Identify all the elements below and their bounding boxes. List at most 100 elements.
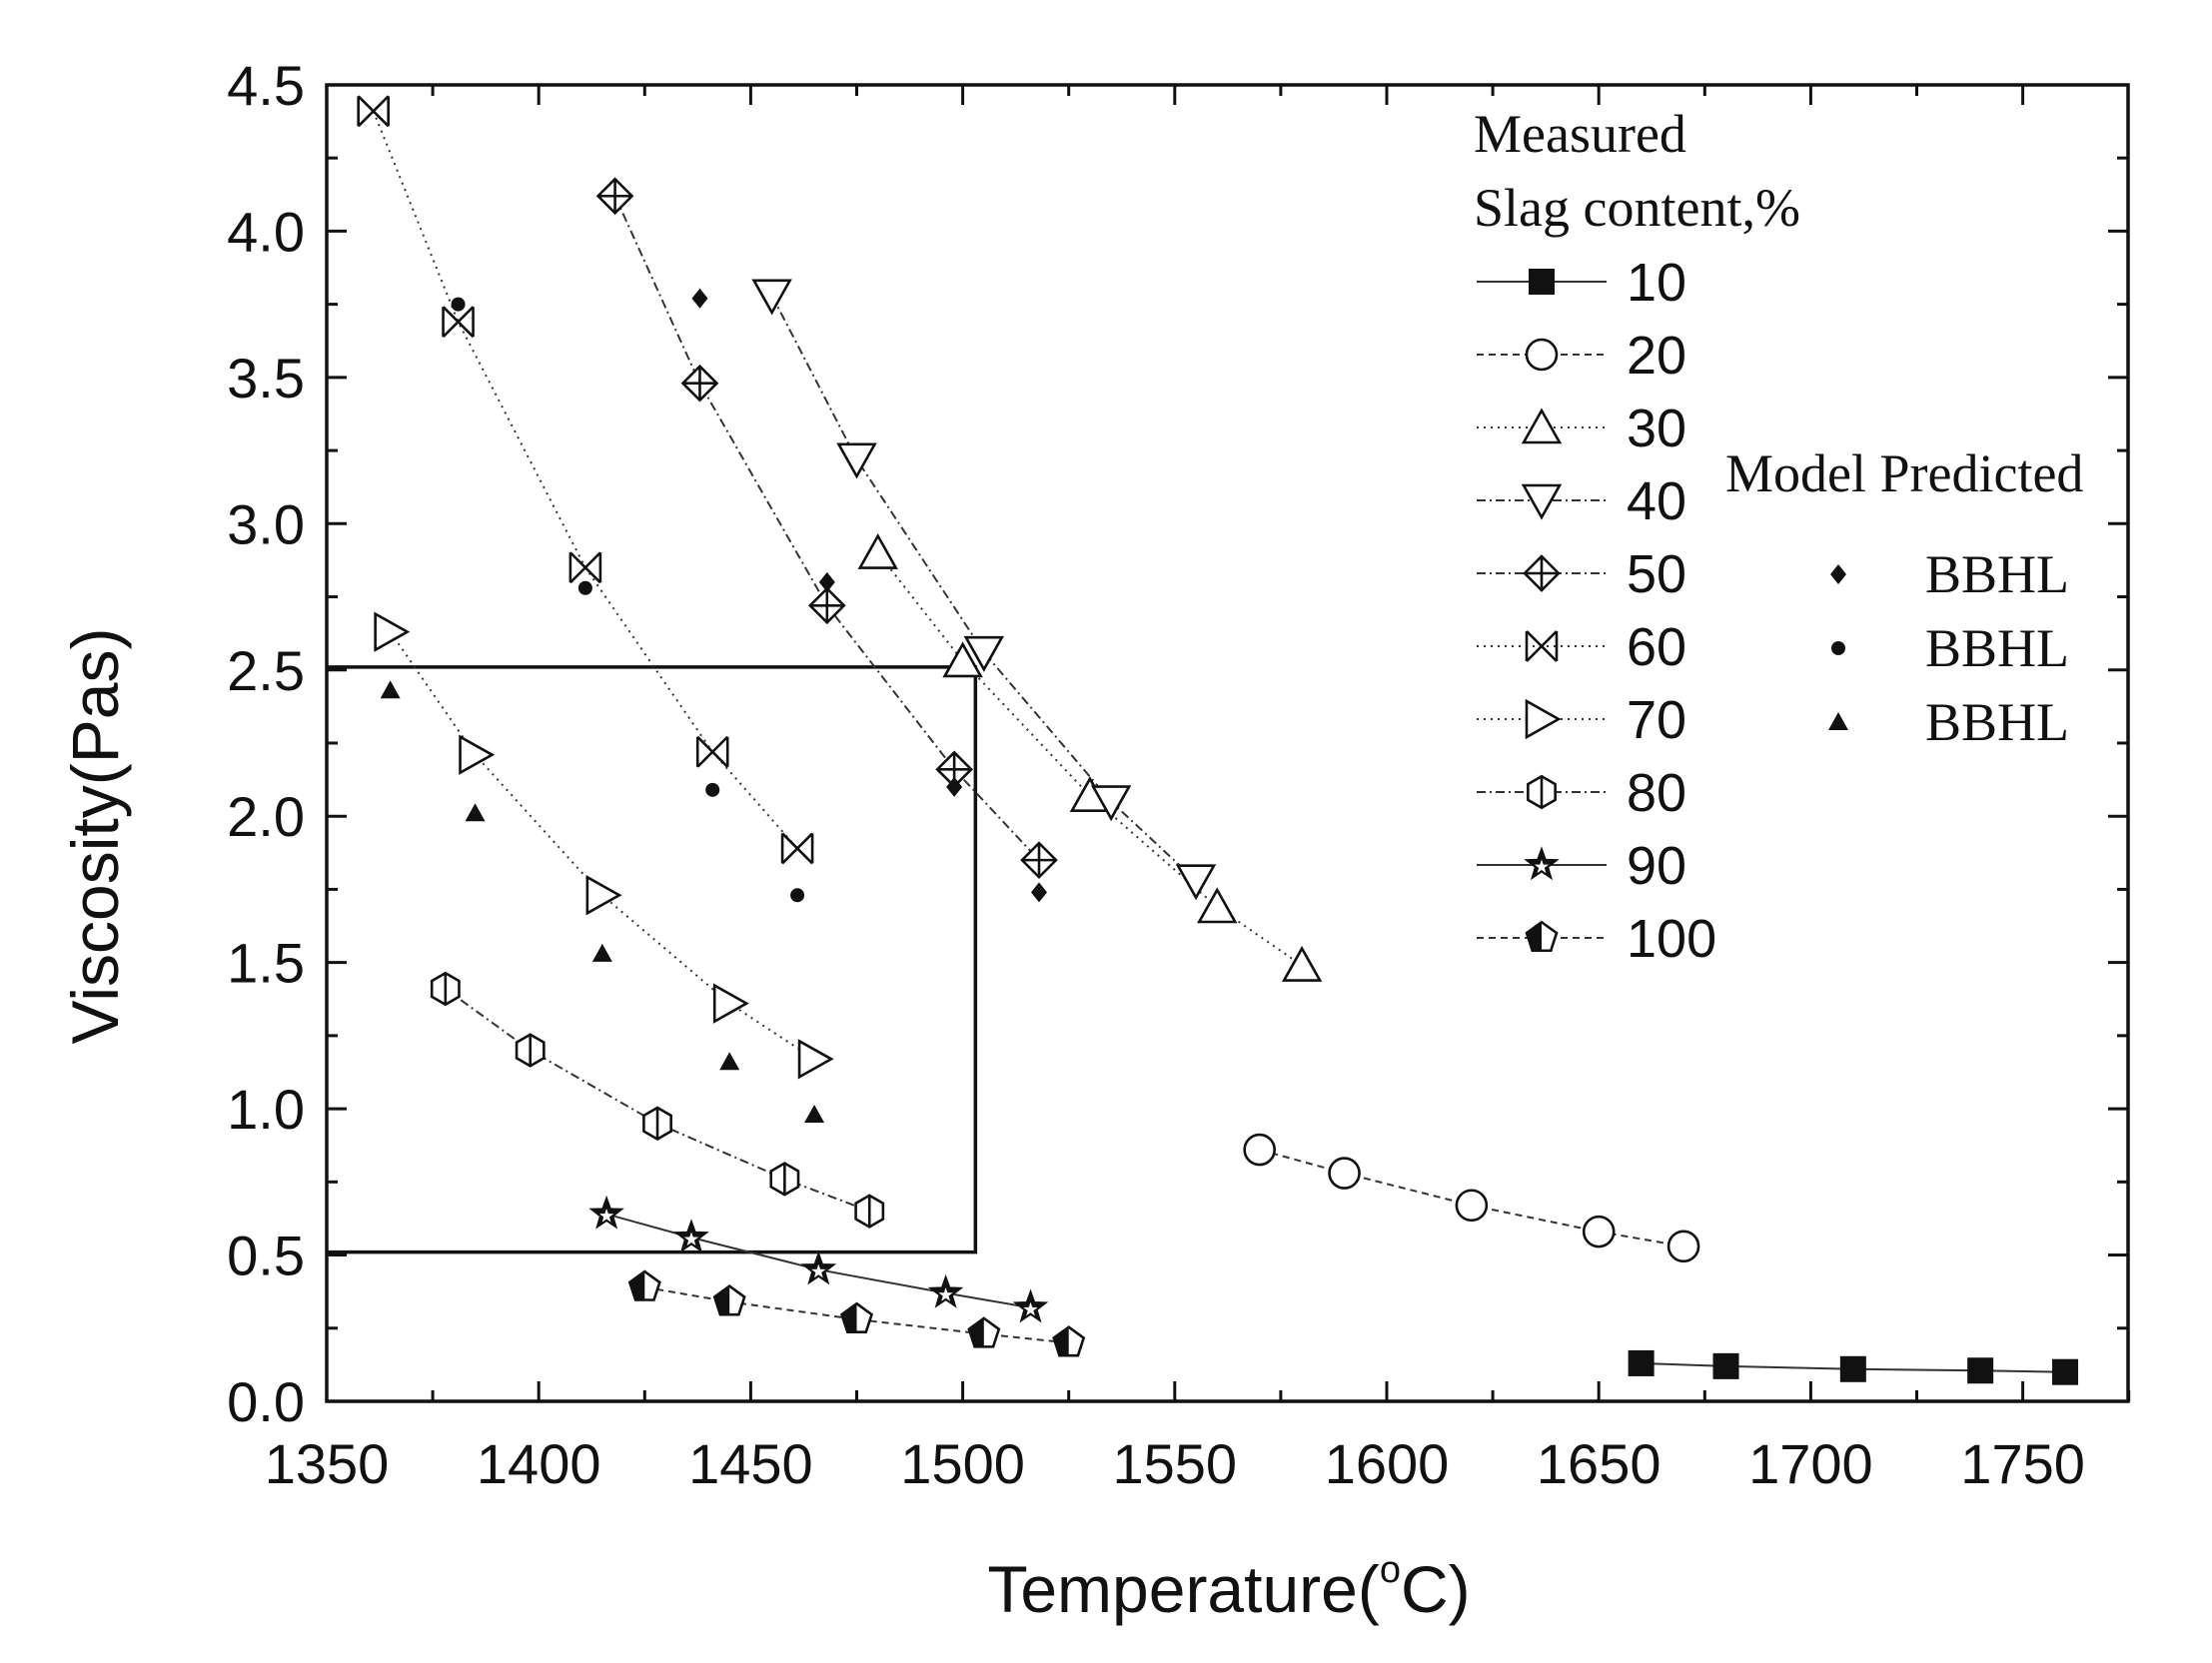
series-60 <box>357 95 814 865</box>
data-point-cross <box>696 735 729 768</box>
series-80 <box>430 971 885 1229</box>
predicted-point <box>804 1104 825 1123</box>
legend-label: 20 <box>1627 326 1686 386</box>
legend-label: 40 <box>1627 471 1686 531</box>
highlight-box-layer <box>327 665 978 1254</box>
legend-entry-40: 40 <box>1477 471 1686 531</box>
axes: 1350 1400 1450 1500 1550 1600 1650 1700 1750 0.0 0… <box>227 54 2131 1495</box>
legend-title-model-predicted: Model Predicted <box>1725 443 2083 503</box>
x-axis-title: Temperature(oC) <box>987 1549 1470 1626</box>
data-point <box>1582 1215 1616 1248</box>
data-point-half <box>1053 1326 1069 1356</box>
legend-label: 100 <box>1627 909 1716 969</box>
series-line <box>445 988 870 1213</box>
data-point <box>1967 1357 1994 1384</box>
data-point <box>1197 887 1238 924</box>
legend-entry-50: 50 <box>1477 544 1686 604</box>
series-70 <box>374 611 834 1080</box>
data-point <box>712 983 749 1024</box>
y-tick-label: 0.0 <box>227 1370 305 1433</box>
data-point <box>1243 1133 1276 1167</box>
series-10 <box>1628 1349 2079 1385</box>
legend-predicted-entry-2: BBHL <box>1831 618 2069 678</box>
data-point <box>1328 1157 1361 1190</box>
y-tick-label: 0.5 <box>227 1225 305 1287</box>
data-point <box>963 635 1005 672</box>
predicted-point <box>705 782 720 797</box>
data-point-inner <box>1023 1301 1038 1316</box>
predicted-point <box>1030 882 1047 903</box>
legend-label: 90 <box>1627 836 1686 896</box>
data-point-inner <box>811 1263 826 1278</box>
series-40 <box>751 279 1217 901</box>
legend-entry-30: 30 <box>1477 399 1686 458</box>
data-point <box>857 532 898 569</box>
legend-label: 50 <box>1627 544 1686 604</box>
data-point-half <box>714 1285 730 1315</box>
data-point <box>374 611 411 652</box>
y-tick-label: 1.5 <box>227 932 305 995</box>
legend-marker <box>1525 338 1559 372</box>
x-tick-label: 1750 <box>1960 1432 2085 1495</box>
data-point <box>1175 864 1217 901</box>
x-tick-label: 1650 <box>1537 1432 1661 1495</box>
data-point <box>751 279 792 316</box>
predicted-series-3 <box>380 680 825 1123</box>
data-point <box>1839 1355 1866 1382</box>
legend-label: BBHL <box>1925 692 2069 752</box>
legend-predicted-entry-1: BBHL <box>1830 544 2069 604</box>
data-point <box>797 1039 834 1080</box>
legend-marker <box>1521 483 1563 520</box>
data-point-cross <box>442 306 475 339</box>
x-tick-label: 1500 <box>900 1432 1025 1495</box>
legend-title-slag-content: Slag content,% <box>1474 178 1800 238</box>
predicted-point <box>465 803 486 822</box>
legend-entry-10: 10 <box>1477 253 1686 313</box>
series-line <box>876 551 1303 967</box>
data-point-inner <box>683 1232 699 1247</box>
data-point-inner <box>938 1287 953 1301</box>
legend-marker-half <box>1527 922 1542 951</box>
series-100 <box>627 1269 1086 1357</box>
y-tick-label: 4.0 <box>227 200 305 263</box>
x-tick-label: 1600 <box>1325 1432 1450 1495</box>
data-point <box>1281 945 1323 982</box>
data-point-inner <box>598 1209 614 1223</box>
y-tick-label: 2.0 <box>227 785 305 848</box>
data-point <box>836 442 877 479</box>
data-point-half <box>968 1317 984 1347</box>
series-line <box>389 631 815 1061</box>
series-line <box>770 295 1197 882</box>
predicted-point <box>577 580 592 595</box>
legend-entry-100: 100 <box>1477 909 1716 969</box>
legend: Measured Slag content,% Model Predicted … <box>1474 104 2083 969</box>
x-tick-label: 1400 <box>477 1432 601 1495</box>
legend-marker <box>1525 698 1562 740</box>
data-point <box>1666 1230 1700 1263</box>
predicted-point <box>451 297 466 312</box>
legend-title-measured: Measured <box>1474 104 1686 164</box>
predicted-series-2 <box>451 297 805 903</box>
legend-marker <box>1529 269 1555 295</box>
predicted-point <box>691 288 708 309</box>
data-point <box>1712 1352 1739 1379</box>
data-point-cross <box>781 832 814 865</box>
predicted-point <box>946 776 963 797</box>
legend-entry-80: 80 <box>1477 763 1686 823</box>
y-tick-label: 3.5 <box>227 347 305 410</box>
series-30 <box>857 532 1323 982</box>
legend-label: BBHL <box>1925 544 2069 604</box>
predicted-point <box>818 571 835 592</box>
predicted-point <box>790 888 805 903</box>
y-tick-label: 2.5 <box>227 639 305 702</box>
y-axis-title: Viscosity(Pas) <box>58 628 132 1045</box>
predicted-point <box>719 1052 740 1071</box>
data-point <box>2052 1358 2079 1385</box>
legend-marker-inner <box>1534 859 1550 874</box>
legend-label: 80 <box>1627 763 1686 823</box>
legend-marker <box>1521 408 1563 444</box>
data-point <box>459 734 496 775</box>
legend-entry-70: 70 <box>1477 690 1686 750</box>
legend-entry-60: 60 <box>1477 617 1686 677</box>
